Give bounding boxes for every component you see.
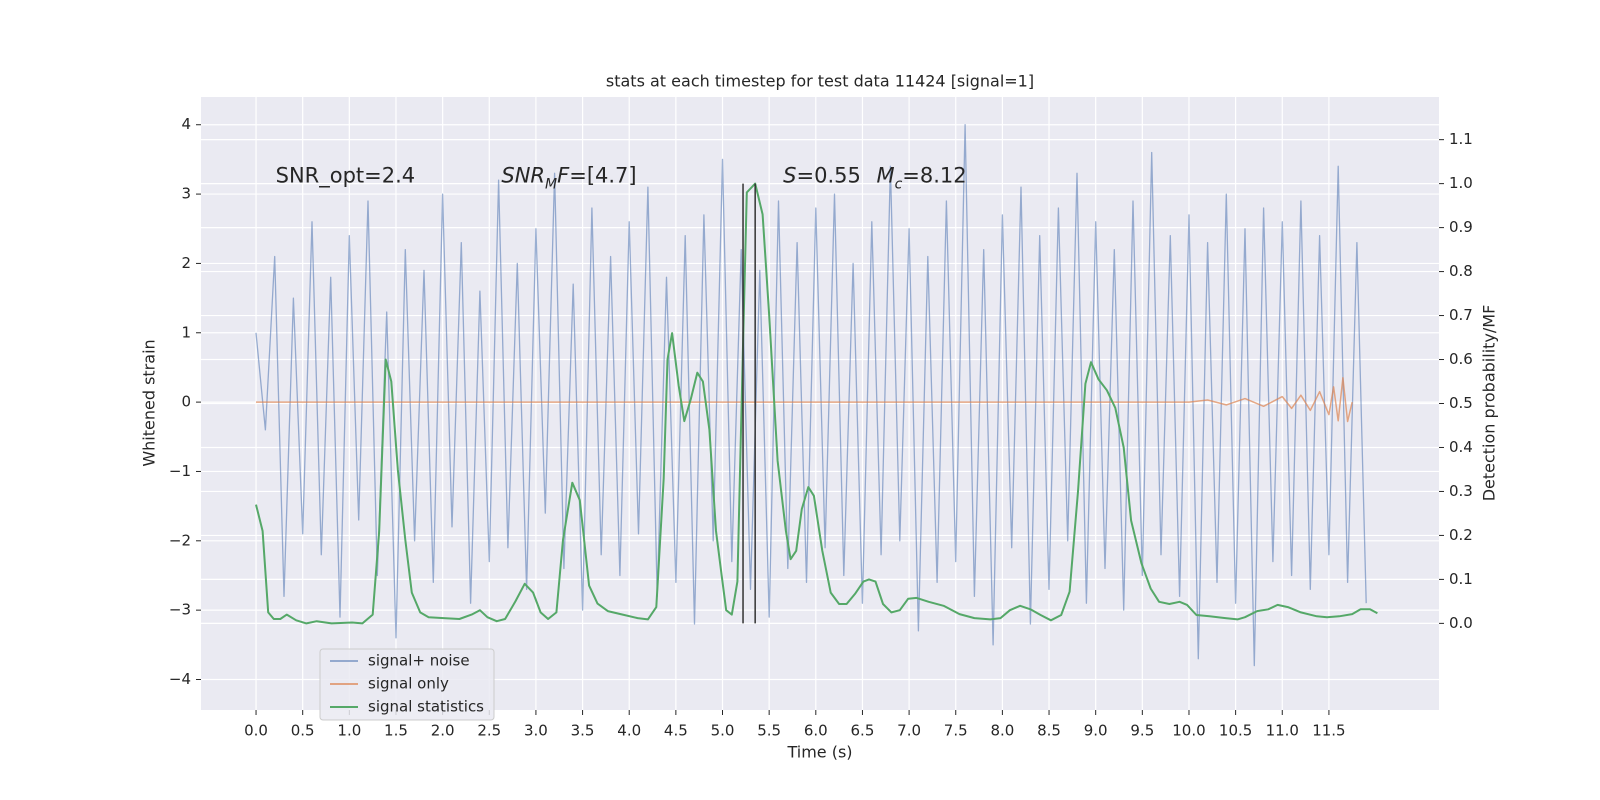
x-tick-label: 3.5 [571,722,595,740]
x-tick-label: 2.5 [477,722,501,740]
annotation: SNRMF=[4.7] [501,164,636,193]
annotation-part: =[4.7] [569,164,636,188]
x-tick-label: 7.0 [897,722,921,740]
x-tick-label: 8.0 [990,722,1014,740]
annotation: S=0.55 [783,164,861,188]
x-tick-label: 10.5 [1219,722,1252,740]
annotation-part: SNR [501,164,545,188]
y2-axis-label: Detection probability/MF [1480,305,1499,502]
chart-title: stats at each timestep for test data 114… [606,72,1034,91]
y-tick-label: 0 [181,393,191,411]
y2-tick-label: 0.8 [1449,262,1473,280]
y2-tick-label: 0.0 [1449,614,1473,632]
annotation-part: =8.12 [902,164,966,188]
y2-tick-label: 0.3 [1449,482,1473,500]
y2-tick-label: 1.1 [1449,130,1473,148]
y2-tick-label: 0.6 [1449,350,1473,368]
y-tick-label: −1 [169,462,191,480]
x-axis-label: Time (s) [786,743,852,762]
y-tick-label: 4 [181,115,191,133]
x-tick-label: 6.5 [851,722,875,740]
x-tick-label: 5.5 [757,722,781,740]
annotation-part: S [783,164,796,188]
legend-box [319,648,495,721]
x-tick-label: 1.0 [337,722,361,740]
y2-tick-label: 0.5 [1449,394,1473,412]
annotation: Mc=8.12 [876,164,966,193]
annotation-part: M [876,164,894,188]
x-tick-label: 0.5 [291,722,315,740]
series-line [255,182,1378,625]
x-tick-label: 11.5 [1312,722,1345,740]
annotation: SNR_opt=2.4 [276,164,416,189]
y-axis-label: Whitened strain [140,339,159,466]
y-tick-label: 1 [181,323,191,341]
annotation-part: c [895,177,903,193]
x-tick-label: 8.5 [1037,722,1061,740]
legend-label: signal+ noise [368,652,470,670]
x-tick-label: 0.0 [244,722,268,740]
annotation-part: M [545,177,557,193]
y-tick-label: −4 [169,670,191,688]
annotation-part: SNR_opt=2.4 [276,164,416,189]
x-tick-label: 6.0 [804,722,828,740]
x-tick-label: 2.0 [431,722,455,740]
y2-tick-label: 0.2 [1449,526,1473,544]
x-tick-label: 10.0 [1172,722,1205,740]
x-tick-label: 5.0 [711,722,735,740]
annotation-part: =0.55 [796,164,860,188]
y2-tick-label: 0.4 [1449,438,1473,456]
series-line [256,377,1353,423]
x-tick-label: 9.0 [1084,722,1108,740]
x-tick-label: 7.5 [944,722,968,740]
y-tick-label: 3 [181,185,191,203]
y-tick-label: −3 [169,601,191,619]
y2-tick-label: 0.9 [1449,218,1473,236]
y-tick-label: −2 [169,531,191,549]
annotation-part: F [557,164,570,188]
legend-label: signal statistics [368,698,484,716]
series-line [255,124,1367,667]
x-tick-label: 11.0 [1266,722,1299,740]
x-tick-label: 4.0 [617,722,641,740]
y2-tick-label: 0.1 [1449,570,1473,588]
x-tick-label: 4.5 [664,722,688,740]
y2-tick-label: 1.0 [1449,174,1473,192]
x-tick-label: 3.0 [524,722,548,740]
legend-label: signal only [368,675,449,693]
y2-tick-label: 0.7 [1449,306,1473,324]
x-tick-label: 1.5 [384,722,408,740]
x-tick-label: 9.5 [1130,722,1154,740]
y-tick-label: 2 [181,254,191,272]
